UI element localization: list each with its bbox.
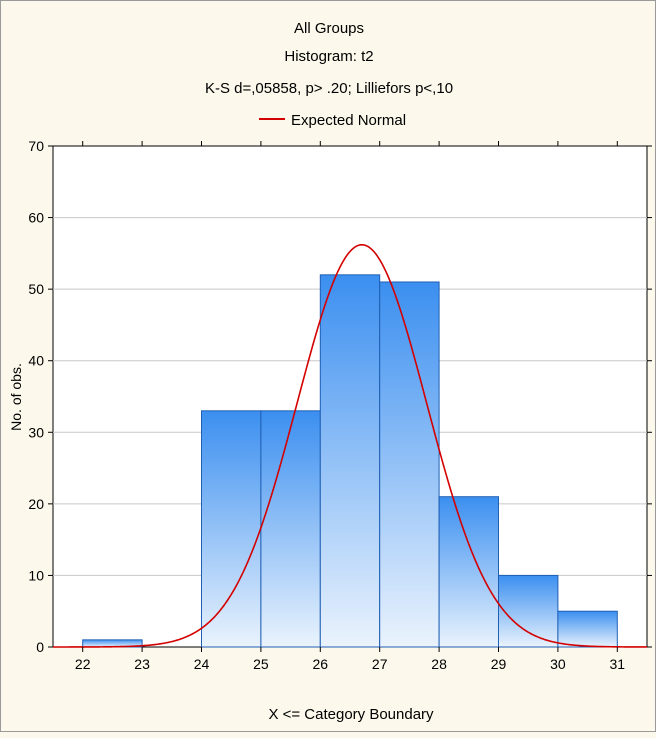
y-axis-label: No. of obs. [8, 363, 24, 431]
chart-subtitle: Histogram: t2 [284, 48, 373, 65]
histogram-bar [319, 274, 381, 648]
chart-stats-line: K-S d=,05858, p> .20; Lilliefors p<,10 [205, 80, 453, 97]
histogram-bar [260, 410, 321, 648]
x-axis-label: X <= Category Boundary [268, 706, 434, 723]
y-tick-label: 0 [36, 639, 44, 655]
y-tick-label: 20 [28, 496, 44, 512]
legend-label: Expected Normal [291, 112, 406, 129]
chart-title: All Groups [294, 20, 364, 37]
x-tick-label: 28 [431, 656, 447, 672]
histogram-bar [557, 610, 618, 648]
y-axis: 0 10 20 30 40 50 60 70 [28, 138, 652, 655]
x-tick-label: 23 [134, 656, 150, 672]
y-tick-label: 70 [28, 138, 44, 154]
histogram-bar [379, 281, 440, 648]
x-tick-label: 31 [610, 656, 626, 672]
y-tick-label: 50 [28, 281, 44, 297]
x-tick-label: 25 [253, 656, 269, 672]
histogram-bar [438, 496, 500, 648]
legend: Expected Normal [259, 112, 406, 129]
y-tick-label: 30 [28, 424, 44, 440]
x-tick-label: 24 [194, 656, 210, 672]
y-tick-label: 40 [28, 353, 44, 369]
x-tick-label: 26 [313, 656, 329, 672]
x-tick-label: 22 [75, 656, 91, 672]
x-tick-label: 29 [491, 656, 507, 672]
x-tick-label: 27 [372, 656, 388, 672]
histogram-bars [82, 274, 618, 648]
histogram-bar [498, 574, 559, 648]
histogram-bar [201, 410, 262, 648]
x-tick-label: 30 [550, 656, 566, 672]
expected-normal-curve [52, 243, 648, 648]
y-tick-label: 10 [28, 567, 44, 583]
x-axis: 22 23 24 25 26 27 28 29 30 31 [75, 141, 625, 672]
y-tick-label: 60 [28, 210, 44, 226]
